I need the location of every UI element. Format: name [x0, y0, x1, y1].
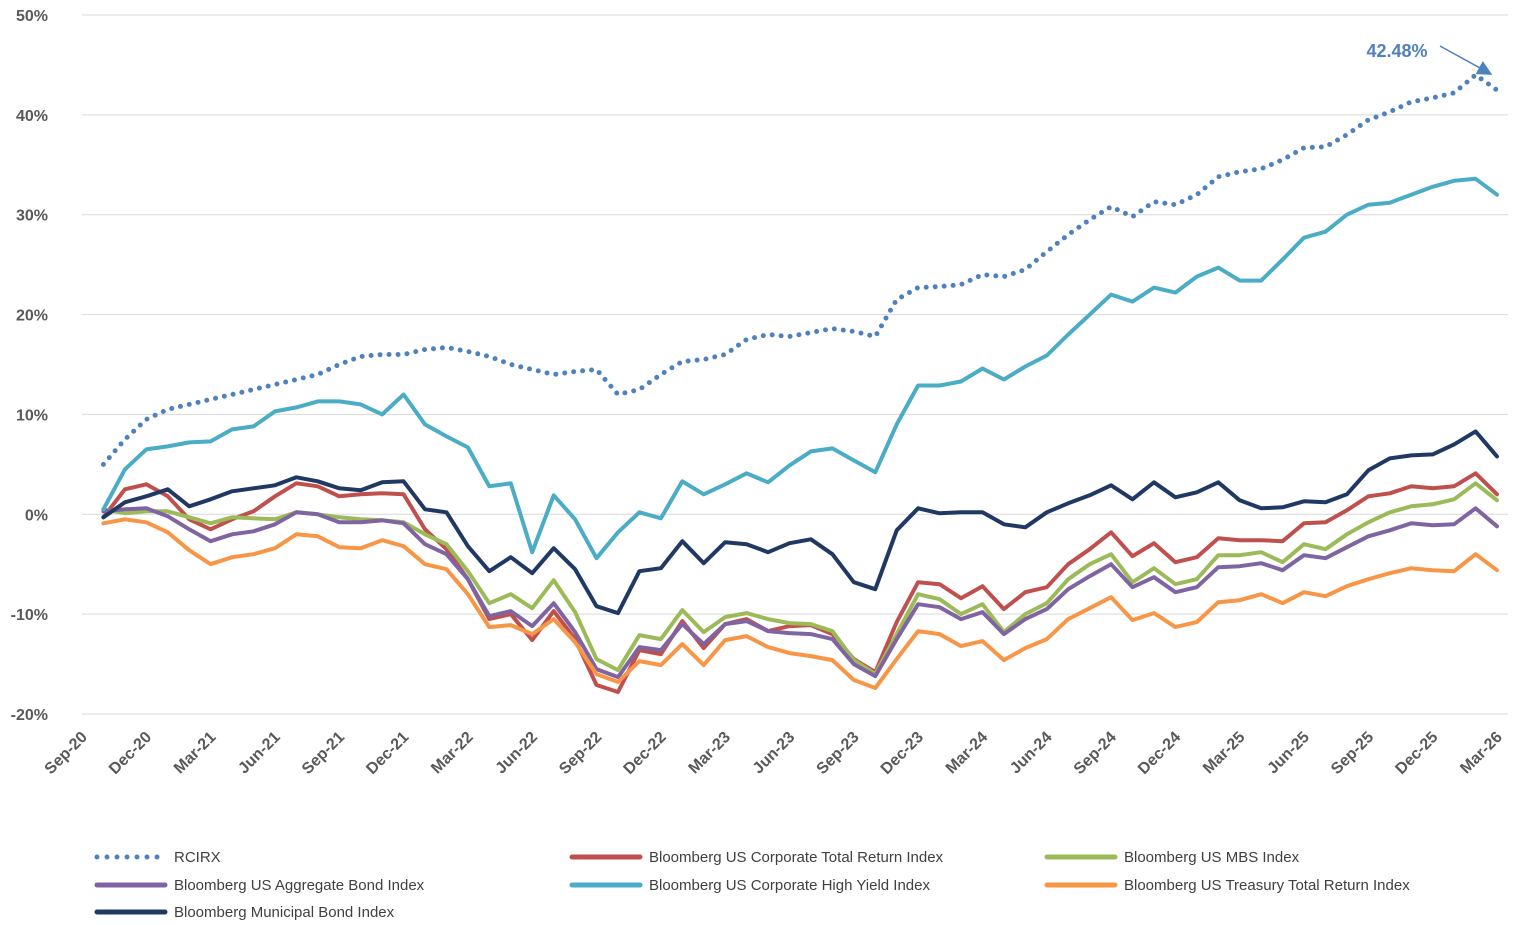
legend-label: Bloomberg US Treasury Total Return Index	[1124, 877, 1410, 894]
series-line	[101, 517, 1499, 690]
x-tick-label: Mar-21	[171, 729, 220, 778]
y-tick-label: -20%	[11, 707, 48, 724]
annotation: 42.48%	[1366, 41, 1427, 61]
annotation-arrow	[1439, 45, 1493, 75]
x-tick-label: Sep-20	[42, 729, 91, 778]
x-tick-label: Jun-23	[750, 729, 799, 778]
x-tick-label: Sep-23	[814, 729, 863, 778]
legend-label: Bloomberg Municipal Bond Index	[174, 904, 395, 921]
series-line	[101, 176, 1499, 561]
legend-label: Bloomberg US MBS Index	[1124, 849, 1300, 866]
x-tick-label: Dec-20	[106, 729, 155, 778]
x-tick-label: Mar-22	[428, 729, 477, 778]
x-tick-label: Mar-26	[1457, 729, 1506, 778]
series-line	[101, 481, 1499, 677]
x-tick-label: Jun-22	[493, 729, 542, 778]
y-tick-label: 0%	[25, 507, 48, 524]
x-tick-label: Dec-22	[621, 729, 670, 778]
x-tick-label: Jun-21	[235, 729, 284, 778]
legend-label: Bloomberg US Corporate High Yield Index	[649, 877, 930, 894]
x-tick-label: Jun-24	[1007, 729, 1056, 778]
x-tick-label: Sep-25	[1328, 729, 1377, 778]
x-tick-label: Dec-21	[363, 729, 412, 778]
legend-label: RCIRX	[174, 849, 221, 866]
x-tick-label: Dec-24	[1135, 729, 1184, 778]
y-tick-label: 10%	[16, 407, 48, 424]
legend-label: Bloomberg US Aggregate Bond Index	[174, 877, 425, 894]
x-tick-label: Jun-25	[1264, 729, 1313, 778]
x-tick-label: Mar-23	[686, 729, 735, 778]
y-tick-label: 30%	[16, 208, 48, 225]
y-tick-label: 20%	[16, 308, 48, 325]
x-tick-label: Dec-23	[878, 729, 927, 778]
x-tick-label: Mar-24	[943, 729, 992, 778]
series-line	[101, 506, 1499, 680]
x-tick-label: Sep-22	[556, 729, 605, 778]
y-tick-label: -10%	[11, 607, 48, 624]
series-line	[101, 429, 1499, 616]
y-tick-label: 40%	[16, 108, 48, 125]
x-tick-label: Sep-21	[299, 729, 348, 778]
x-tick-label: Sep-24	[1071, 729, 1120, 778]
x-tick-label: Dec-25	[1392, 729, 1441, 778]
y-tick-label: 50%	[16, 8, 48, 25]
series-line	[100, 72, 1500, 467]
x-tick-label: Mar-25	[1200, 729, 1249, 778]
legend-label: Bloomberg US Corporate Total Return Inde…	[649, 849, 944, 866]
